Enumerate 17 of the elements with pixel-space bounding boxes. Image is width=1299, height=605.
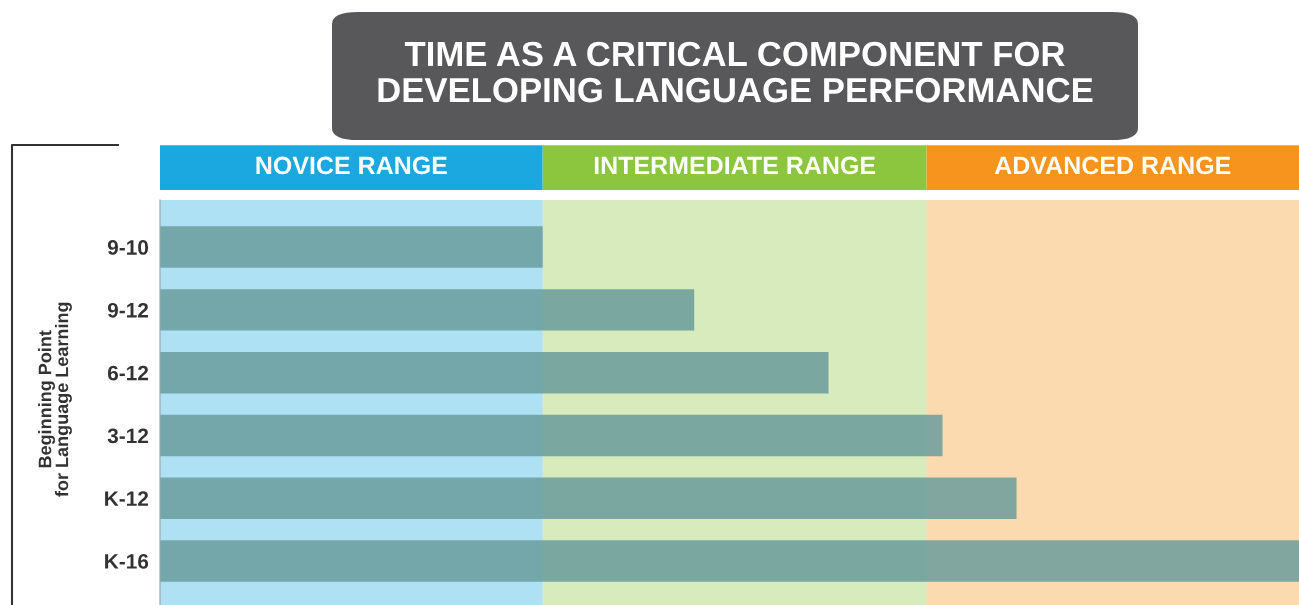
band-label: NOVICE RANGE — [256, 156, 447, 175]
y-tick-label: 6-12 — [107, 365, 149, 381]
bar — [160, 414, 943, 457]
y-axis-title: Beginning Point for Language Learning — [38, 302, 72, 497]
y-tick-label: K-12 — [105, 491, 149, 506]
bar — [160, 477, 1017, 519]
band-label: ADVANCED RANGE — [994, 156, 1231, 175]
bar — [160, 289, 695, 331]
bar — [160, 226, 543, 268]
bar — [160, 540, 1299, 582]
bar — [160, 351, 829, 394]
y-tick-label: 3-12 — [107, 428, 149, 444]
y-tick-label: K-16 — [105, 554, 149, 569]
y-tick-label: 9-10 — [107, 240, 149, 255]
band-label: INTERMEDIATE RANGE — [594, 156, 876, 175]
y-tick-label: 9-12 — [107, 302, 149, 318]
chart-title: TIME AS A CRITICAL COMPONENT FOR DEVELOPING LANGUAGE PERFORMANCE — [378, 41, 1093, 103]
